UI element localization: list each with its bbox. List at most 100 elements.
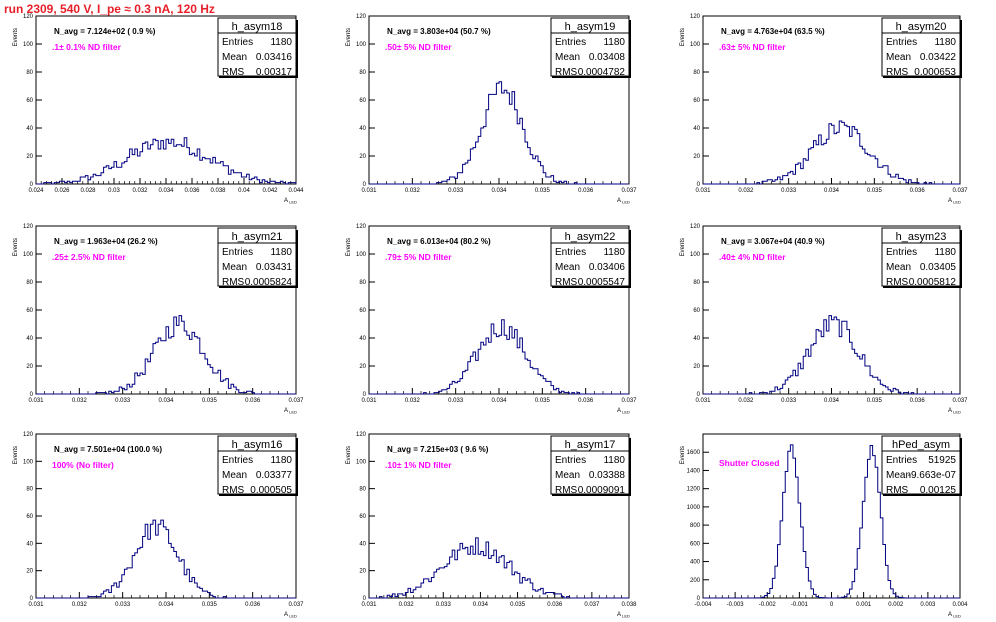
- histogram-name: h_asym21: [232, 231, 283, 243]
- filter-label: .1± 0.1% ND filter: [52, 42, 122, 52]
- n-avg-label: N_avg = 7.124e+02 ( 0.9 %): [54, 27, 156, 36]
- y-tick-label: 120: [23, 432, 34, 438]
- x-tick-label: 0.042: [262, 188, 278, 194]
- histogram-line: [36, 315, 296, 395]
- x-tick-label: 0.034: [158, 602, 174, 608]
- x-tick-label: 0.034: [158, 188, 174, 194]
- x-axis-title: A LED: [948, 612, 961, 619]
- y-tick-label: 100: [23, 252, 34, 258]
- stats-value: 1180: [934, 37, 956, 48]
- y-tick-label: 120: [356, 432, 367, 438]
- y-tick-label: 60: [26, 98, 33, 104]
- histogram-line: [36, 137, 297, 185]
- x-axis-title: A LED: [284, 198, 297, 205]
- x-tick-label: 0.035: [535, 398, 551, 404]
- x-tick-label: 0.034: [824, 398, 840, 404]
- x-tick-label: 0.031: [695, 398, 711, 404]
- y-tick-label: 0: [697, 392, 701, 398]
- x-tick-label: 0.033: [436, 602, 452, 608]
- histogram-panel-h-asym17: 0.031 0.032 0.033 0.034 0.035 0.036 0.037 0.038…: [346, 432, 637, 619]
- y-tick-label: 20: [359, 364, 366, 370]
- y-tick-label: 100: [23, 42, 34, 48]
- y-tick-label: 600: [690, 541, 701, 547]
- y-tick-label: 60: [359, 514, 366, 520]
- y-axis-title: Events: [680, 446, 686, 464]
- y-tick-label: 1400: [687, 468, 701, 474]
- y-tick-label: 60: [26, 514, 33, 520]
- stats-value: 0.03406: [589, 262, 626, 273]
- x-tick-label: 0.024: [28, 188, 44, 194]
- n-avg-label: N_avg = 1.963e+04 (26.2 %): [54, 237, 158, 246]
- y-tick-label: 60: [693, 308, 700, 314]
- x-tick-label: 0.032: [72, 602, 88, 608]
- x-tick-label: 0.033: [781, 188, 797, 194]
- y-axis-title: Events: [13, 238, 19, 256]
- stats-value: 0.03377: [256, 470, 293, 481]
- y-tick-label: 80: [26, 70, 33, 76]
- stats-key: RMS: [222, 277, 245, 288]
- x-axis-title: A LED: [617, 408, 630, 415]
- run-title: run 2309, 540 V, I_pe ≈ 0.3 nA, 120 Hz: [4, 2, 215, 16]
- x-tick-label: 0.032: [405, 188, 421, 194]
- histogram-line: [369, 319, 629, 395]
- stats-box-shadow: [883, 76, 961, 78]
- x-tick-label: -0.001: [791, 602, 809, 608]
- x-tick-label: 0.035: [510, 602, 526, 608]
- x-axis-title: A LED: [617, 612, 630, 619]
- stats-key: RMS: [886, 277, 909, 288]
- n-avg-label: N_avg = 7.501e+04 (100.0 %): [54, 445, 162, 454]
- y-tick-label: 60: [26, 308, 33, 314]
- y-tick-label: 20: [359, 154, 366, 160]
- x-tick-label: 0.031: [28, 398, 44, 404]
- histogram-panel-h-asym23: 0.031 0.032 0.033 0.034 0.035 0.036 0.037 0 20 40…: [680, 224, 968, 415]
- x-tick-label: 0.033: [115, 398, 131, 404]
- stats-value: 0.0005824: [245, 277, 293, 288]
- stats-value: 0.000505: [250, 485, 292, 496]
- stats-box-shadow: [552, 286, 630, 288]
- stats-box: [881, 227, 961, 287]
- stats-value: 0.03422: [920, 52, 957, 63]
- n-avg-label: N_avg = 3.803e+04 (50.7 %): [387, 27, 491, 36]
- histogram-name: h_asym17: [565, 439, 616, 451]
- stats-key: RMS: [555, 485, 578, 496]
- y-tick-label: 0: [363, 182, 367, 188]
- stats-key: RMS: [886, 67, 909, 78]
- stats-box-shadow: [883, 286, 961, 288]
- histogram-line: [369, 81, 629, 185]
- x-tick-label: 0.001: [856, 602, 872, 608]
- y-tick-label: 40: [26, 541, 33, 547]
- x-tick-label: 0.032: [399, 602, 415, 608]
- filter-label: .40± 4% ND filter: [719, 252, 786, 262]
- x-tick-label: 0.033: [448, 188, 464, 194]
- y-tick-label: 400: [690, 560, 701, 566]
- y-tick-label: 120: [356, 14, 367, 20]
- x-tick-label: 0.034: [158, 398, 174, 404]
- x-tick-label: 0.03: [108, 188, 120, 194]
- y-tick-label: 100: [23, 459, 34, 465]
- n-avg-label: N_avg = 3.067e+04 (40.9 %): [721, 237, 825, 246]
- filter-label: .25± 2.5% ND filter: [52, 252, 126, 262]
- y-tick-label: 60: [359, 308, 366, 314]
- x-tick-label: -0.003: [727, 602, 745, 608]
- stats-value: 51925: [928, 455, 956, 466]
- y-tick-label: 80: [359, 487, 366, 493]
- stats-key: Mean: [555, 470, 580, 481]
- stats-key: RMS: [555, 277, 578, 288]
- stats-box-shadow: [296, 230, 298, 288]
- stats-key: RMS: [555, 67, 578, 78]
- y-tick-label: 60: [359, 98, 366, 104]
- stats-key: Mean: [886, 52, 911, 63]
- stats-key: Mean: [886, 470, 911, 481]
- y-axis-title: Events: [346, 446, 352, 464]
- x-tick-label: 0.032: [132, 188, 148, 194]
- stats-box-shadow: [296, 438, 298, 496]
- y-tick-label: 20: [359, 569, 366, 575]
- y-tick-label: 1200: [687, 487, 701, 493]
- x-tick-label: 0.044: [288, 188, 304, 194]
- filter-label: 100% (No filter): [52, 460, 114, 470]
- x-tick-label: 0.032: [72, 398, 88, 404]
- y-axis-title: Events: [346, 28, 352, 46]
- stats-box-shadow: [219, 286, 297, 288]
- stats-key: Mean: [222, 52, 247, 63]
